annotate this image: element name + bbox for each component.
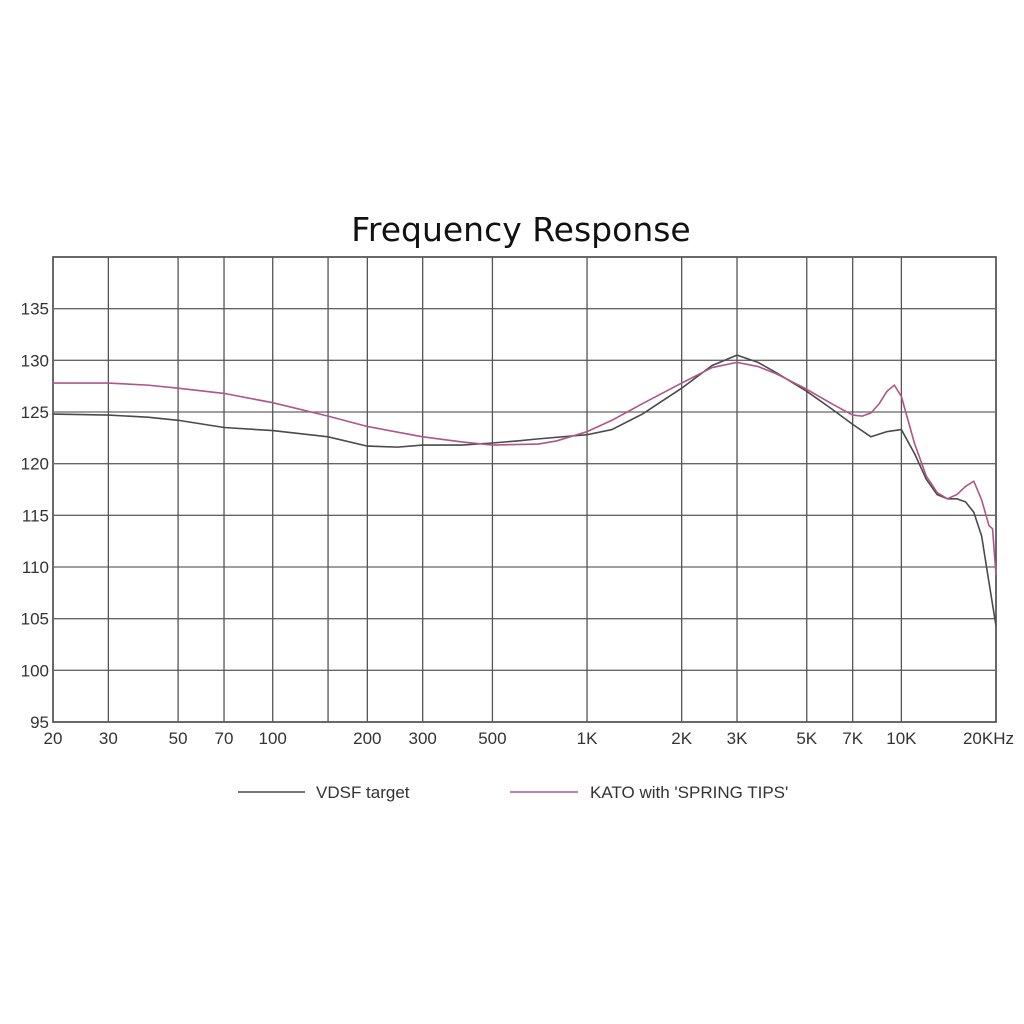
legend: VDSF target KATO with 'SPRING TIPS' — [238, 783, 788, 802]
x-tick-label: 20KHz — [963, 729, 1014, 748]
x-tick-label: 3K — [727, 729, 748, 748]
x-tick-label: 70 — [215, 729, 234, 748]
series-line-2 — [52, 361, 997, 576]
y-tick-label: 120 — [21, 455, 49, 474]
y-tick-label: 105 — [21, 610, 49, 629]
legend-label-1: VDSF target — [316, 783, 410, 802]
x-tick-label: 100 — [259, 729, 287, 748]
x-tick-label: 30 — [99, 729, 118, 748]
y-tick-label: 115 — [22, 506, 49, 525]
x-tick-label: 200 — [353, 729, 381, 748]
x-tick-label: 500 — [478, 729, 506, 748]
chart-title: Frequency Response — [351, 210, 690, 249]
y-tick-label: 130 — [21, 351, 49, 370]
y-tick-label: 135 — [21, 300, 49, 319]
x-tick-label: 5K — [796, 729, 817, 748]
legend-label-2: KATO with 'SPRING TIPS' — [590, 783, 788, 802]
y-axis-tick-labels: 95 100 105 110 115 120 125 130 135 — [21, 300, 49, 732]
x-tick-label: 300 — [408, 729, 436, 748]
series-line-1 — [52, 354, 997, 627]
plot-grid — [52, 256, 997, 723]
y-tick-label: 100 — [21, 661, 49, 680]
x-tick-label: 2K — [671, 729, 692, 748]
x-tick-label: 20 — [44, 729, 63, 748]
y-tick-label: 125 — [21, 403, 49, 422]
x-tick-label: 50 — [169, 729, 188, 748]
x-tick-label: 1K — [577, 729, 598, 748]
series-lines — [52, 354, 997, 627]
x-axis-tick-labels: 20 30 50 70 100 200 300 500 1K 2K 3K 5K 7K 10K 20KHz — [44, 729, 1014, 748]
x-tick-label: 7K — [842, 729, 863, 748]
y-tick-label: 110 — [22, 558, 49, 577]
plot-frame — [52, 256, 997, 723]
y-tick-label: 95 — [30, 713, 49, 732]
x-tick-label: 10K — [886, 729, 917, 748]
